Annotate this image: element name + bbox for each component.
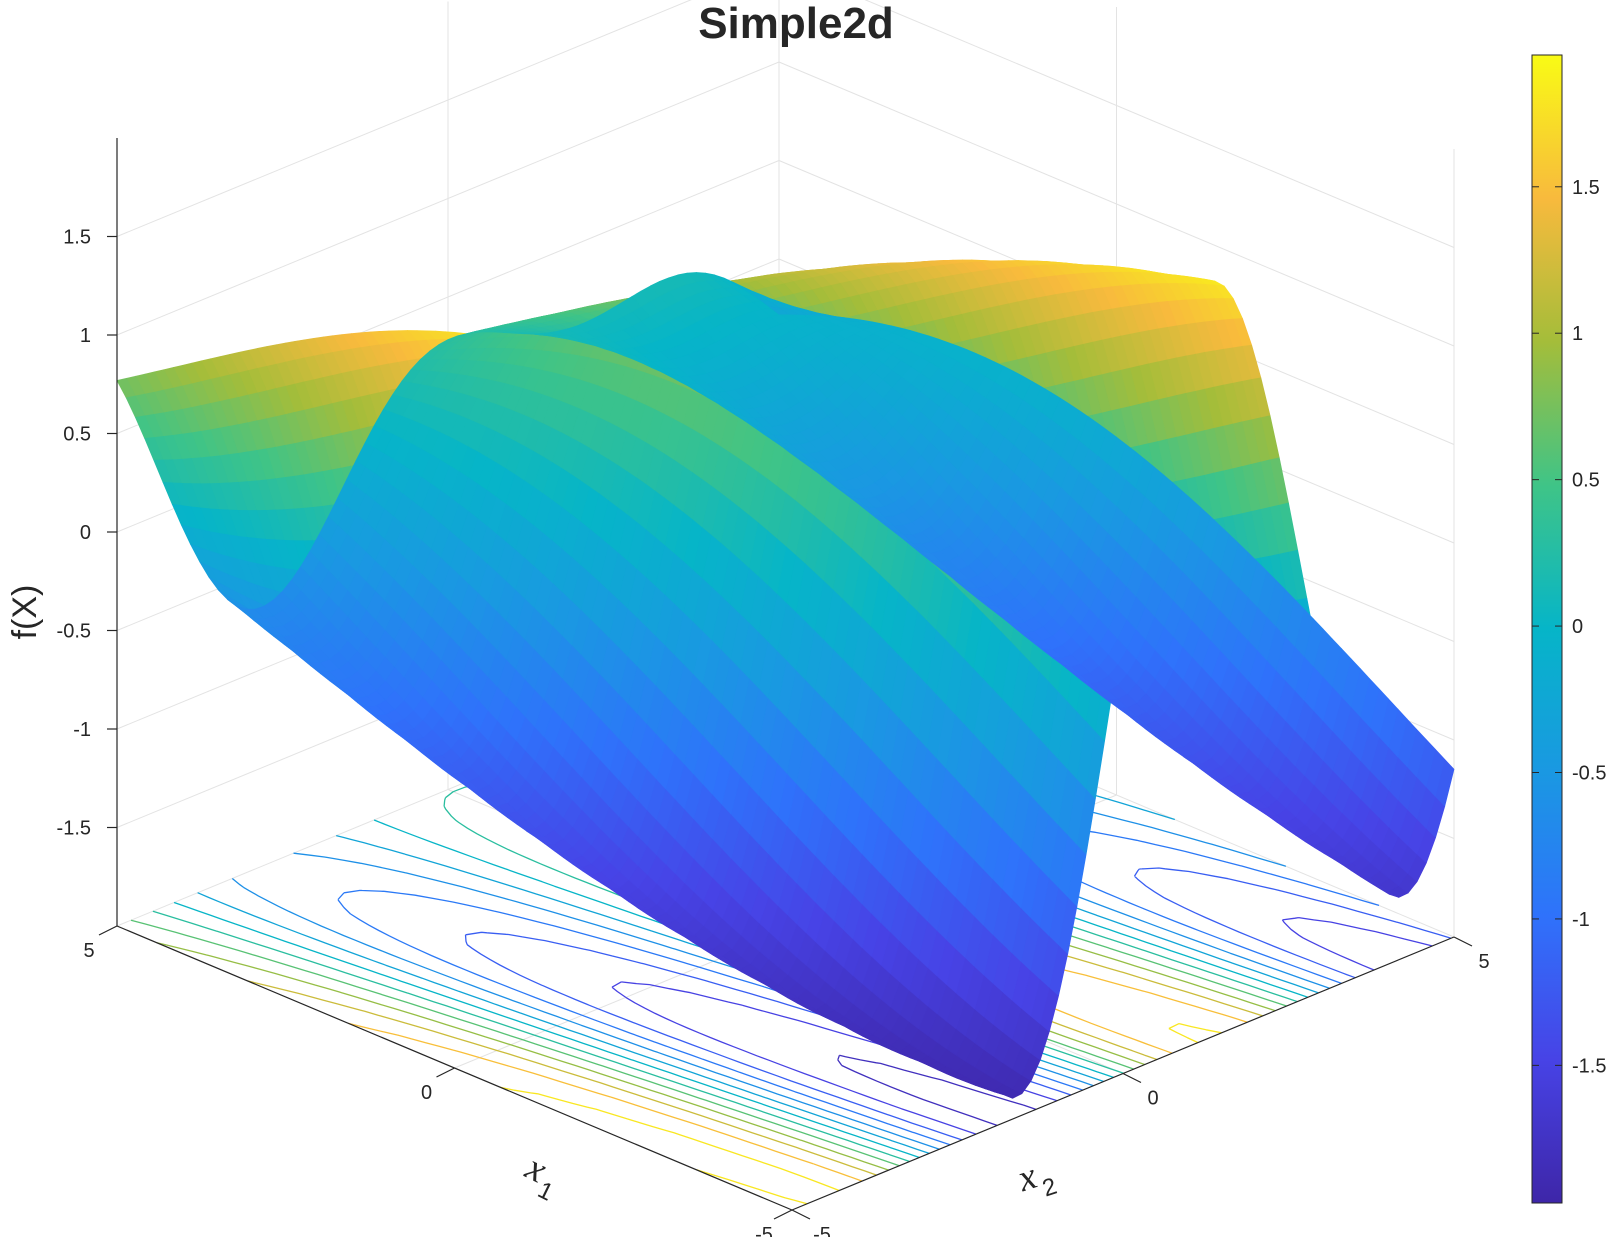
contour-line bbox=[837, 1054, 1037, 1127]
contour-line bbox=[611, 916, 1433, 1135]
surface-mesh bbox=[116, 259, 1455, 1099]
contour-line bbox=[500, 1022, 1222, 1205]
